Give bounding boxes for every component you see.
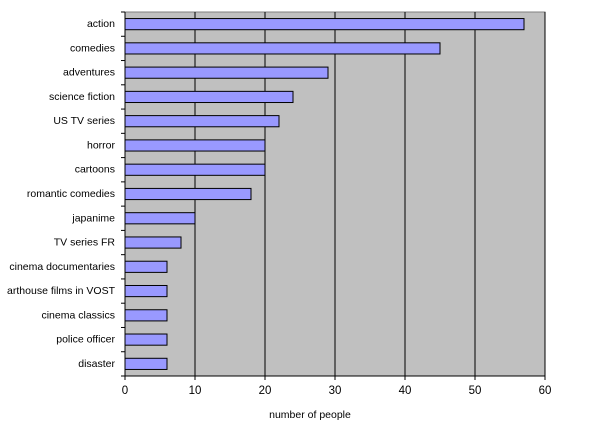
- x-tick-label: 0: [122, 385, 128, 397]
- category-label: cinema classics: [41, 309, 115, 321]
- x-tick-label: 50: [469, 385, 482, 397]
- category-label: romantic comedies: [27, 188, 115, 200]
- category-label: comedies: [70, 42, 115, 54]
- category-label: arthouse films in VOST: [7, 285, 116, 297]
- category-label: cartoons: [75, 164, 115, 176]
- x-tick-label: 30: [329, 385, 342, 397]
- bar-13: [124, 333, 168, 346]
- category-label: TV series FR: [54, 237, 116, 249]
- category-label: horror: [87, 139, 116, 151]
- bar-9: [124, 236, 182, 249]
- category-label: action: [87, 18, 115, 30]
- category-label: adventures: [63, 67, 115, 79]
- category-label: police officer: [56, 334, 115, 346]
- category-labels: action comedies adventures science fiction U…: [7, 11, 125, 377]
- x-tick-label: 40: [399, 385, 412, 397]
- bar-3: [124, 90, 294, 104]
- category-label: US TV series: [53, 115, 115, 127]
- bar-11: [124, 284, 168, 298]
- category-label: science fiction: [49, 91, 115, 103]
- bar-8: [124, 212, 196, 225]
- category-label: japanime: [71, 212, 115, 224]
- x-axis-title: number of people: [269, 409, 351, 421]
- bar-4: [124, 115, 280, 128]
- bar-2: [124, 66, 329, 79]
- x-tick-label: 60: [539, 385, 552, 397]
- category-label: cinema documentaries: [9, 261, 115, 273]
- bar-1: [124, 42, 441, 55]
- x-tick-label: 20: [259, 385, 272, 397]
- x-tick-label: 10: [189, 385, 202, 397]
- bar-7: [124, 187, 252, 201]
- category-label: disaster: [78, 358, 115, 370]
- bar-0: [124, 18, 525, 31]
- bar-14: [124, 357, 168, 370]
- x-axis-ticks: 0 10 20 30 40 50 60: [122, 376, 552, 397]
- bar-12: [124, 309, 168, 322]
- bar-6: [124, 163, 266, 176]
- bar-5: [124, 139, 266, 152]
- bar-10: [124, 260, 168, 273]
